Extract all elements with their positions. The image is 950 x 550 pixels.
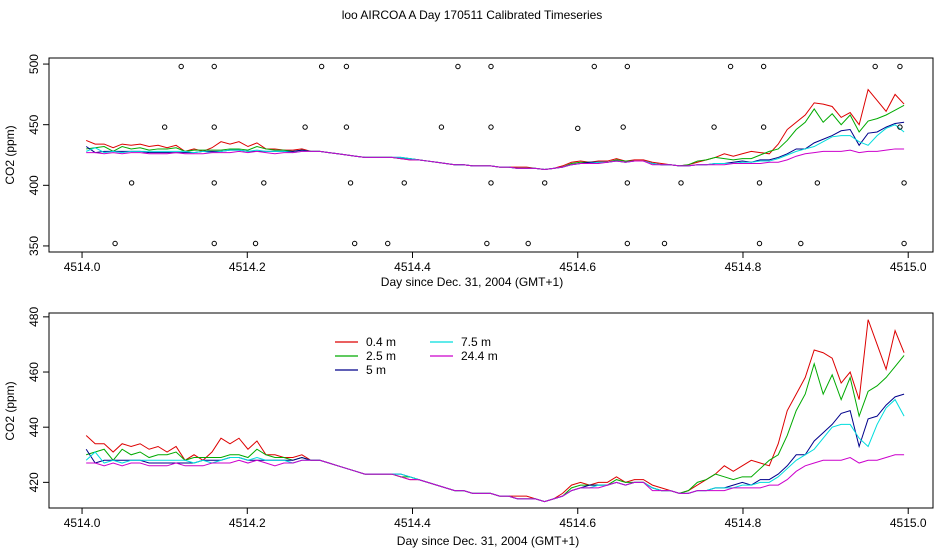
upper-scatter-point (901, 180, 907, 186)
lower-series-24.4m (86, 454, 905, 503)
upper-scatter-point (488, 63, 494, 70)
upper-scatter-point (872, 63, 878, 70)
upper-scatter-point (318, 63, 325, 70)
upper-x-tick-label: 4515.0 (890, 260, 927, 274)
upper-scatter-point (591, 63, 597, 70)
upper-x-axis-label: Day since Dec. 31, 2004 (GMT+1) (381, 275, 563, 289)
upper-scatter-point (488, 124, 494, 130)
lower-series-7.5m (85, 398, 905, 503)
upper-scatter-point (897, 63, 903, 70)
upper-scatter-point (161, 124, 168, 130)
upper-scatter-point (814, 180, 821, 186)
figure-title: loo AIRCOA A Day 170511 Calibrated Times… (342, 8, 603, 22)
upper-scatter-point (178, 63, 184, 70)
upper-x-tick-label: 4514.6 (559, 260, 596, 274)
lower-plot-frame (48, 312, 934, 509)
lower-y-tick-label: 480 (27, 307, 41, 327)
upper-scatter-point (401, 180, 407, 186)
upper-scatter-point (455, 63, 461, 70)
upper-x-axis: 4514.0 4514.2 4514.4 4514.6 4514.8 4515.0 (64, 252, 927, 274)
upper-scatter-point (211, 240, 217, 247)
lower-y-tick-label: 460 (27, 362, 41, 382)
upper-scatter-point (525, 240, 531, 247)
lower-y-axis-label: CO2 (ppm) (3, 381, 17, 440)
lower-x-tick-label: 4515.0 (890, 516, 927, 530)
upper-series-lines (85, 88, 905, 171)
upper-y-tick-label: 400 (27, 175, 41, 195)
lower-y-axis: 420 440 460 480 (27, 307, 49, 492)
upper-scatter-point (760, 124, 767, 130)
lower-x-tick-label: 4514.8 (725, 516, 762, 530)
upper-scatter-point (620, 124, 626, 130)
upper-scatter-point (211, 63, 217, 70)
lower-x-tick-label: 4514.4 (394, 516, 431, 530)
upper-plot-frame (48, 57, 934, 253)
legend: 0.4 m 2.5 m 5 m 7.5 m 24.4 m (335, 335, 498, 377)
upper-y-tick-label: 450 (27, 114, 41, 134)
upper-scatter-point (711, 124, 717, 130)
lower-y-tick-label: 440 (27, 417, 41, 437)
upper-series-7.5m (85, 124, 905, 171)
upper-scatter-points (112, 63, 907, 247)
upper-scatter-point (343, 124, 350, 130)
legend-label-2.5m: 2.5 m (366, 349, 396, 363)
lower-x-tick-label: 4514.2 (229, 516, 266, 530)
legend-label-24.4m: 24.4 m (461, 349, 498, 363)
upper-series-2.5m (86, 104, 905, 171)
upper-y-axis-label: CO2 (ppm) (3, 125, 17, 184)
upper-scatter-point (302, 124, 308, 130)
upper-scatter-point (678, 180, 684, 186)
legend-label-7.5m: 7.5 m (461, 335, 491, 349)
upper-scatter-point (112, 240, 118, 247)
upper-x-tick-label: 4514.0 (64, 260, 101, 274)
upper-scatter-point (624, 240, 631, 247)
upper-scatter-point (897, 124, 903, 130)
upper-scatter-point (261, 180, 267, 186)
upper-scatter-point (438, 124, 445, 130)
upper-scatter-point (760, 63, 767, 70)
upper-scatter-point (484, 240, 490, 247)
upper-scatter-point (385, 240, 391, 247)
upper-scatter-point (128, 180, 135, 186)
lower-x-axis: 4514.0 4514.2 4514.4 4514.6 4514.8 4515.0 (64, 508, 927, 530)
upper-scatter-point (211, 180, 217, 186)
upper-series-24.4m (86, 148, 905, 171)
legend-label-0.4m: 0.4 m (366, 335, 396, 349)
upper-x-tick-label: 4514.8 (725, 260, 762, 274)
upper-scatter-point (901, 240, 907, 247)
lower-x-tick-label: 4514.6 (559, 516, 596, 530)
upper-y-tick-label: 500 (27, 54, 41, 74)
upper-scatter-point (351, 240, 358, 247)
upper-scatter-point (661, 240, 668, 247)
upper-scatter-point (575, 125, 581, 132)
upper-scatter-point (542, 180, 548, 186)
upper-x-tick-label: 4514.2 (229, 260, 266, 274)
lower-x-tick-label: 4514.0 (64, 516, 101, 530)
upper-scatter-point (343, 63, 350, 70)
upper-scatter-point (347, 180, 354, 186)
lower-y-tick-label: 420 (27, 472, 41, 492)
upper-scatter-point (211, 124, 217, 130)
upper-scatter-point (756, 180, 763, 186)
upper-scatter-point (727, 63, 734, 70)
upper-y-tick-label: 350 (27, 236, 41, 256)
upper-scatter-point (252, 240, 259, 247)
lower-x-axis-label: Day since Dec. 31, 2004 (GMT+1) (397, 534, 579, 548)
upper-scatter-point (756, 240, 763, 247)
upper-y-axis: 350 400 450 500 (27, 54, 49, 256)
upper-scatter-point (624, 63, 631, 70)
lower-series-2.5m (86, 355, 905, 503)
upper-scatter-point (798, 240, 804, 247)
lower-series-lines (85, 319, 905, 503)
upper-x-tick-label: 4514.4 (394, 260, 431, 274)
upper-scatter-point (624, 180, 631, 186)
upper-scatter-point (488, 180, 494, 186)
legend-label-5m: 5 m (366, 363, 386, 377)
